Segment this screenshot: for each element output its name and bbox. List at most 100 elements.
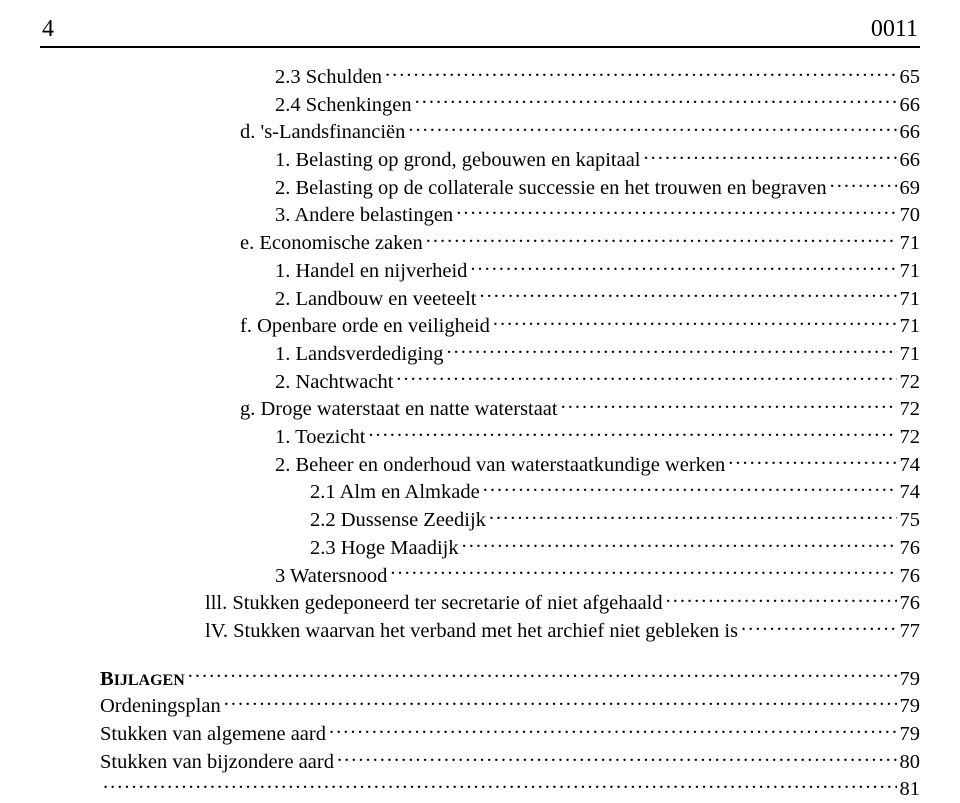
- toc-row: BIJLAGEN 79: [40, 664, 920, 692]
- toc-page-number: 74: [900, 453, 921, 478]
- toc-row: Stukken van algemene aard 79: [40, 720, 920, 748]
- toc-label: 2.4 Schenkingen: [275, 93, 412, 118]
- document-page: 4 0011 2.3 Schulden652.4 Schenkingen66d.…: [0, 0, 960, 803]
- toc-page-number: 79: [900, 667, 921, 692]
- toc-page-number: 80: [900, 750, 921, 775]
- toc-label: BIJLAGEN: [100, 667, 185, 692]
- toc-main: 2.3 Schulden652.4 Schenkingen66d. 's-Lan…: [40, 62, 920, 644]
- toc-row: 1. Handel en nijverheid 71: [40, 256, 920, 284]
- toc-leader-dots: [408, 118, 896, 139]
- toc-label: Stukken van algemene aard: [100, 722, 326, 747]
- toc-label: f. Openbare orde en veiligheid: [240, 314, 490, 339]
- toc-page-number: 71: [900, 231, 921, 256]
- toc-row: 1. Belasting op grond, gebouwen en kapit…: [40, 146, 920, 174]
- toc-row: f. Openbare orde en veiligheid 71: [40, 312, 920, 340]
- toc-page-number: 76: [900, 564, 921, 589]
- toc-page-number: 66: [900, 93, 921, 118]
- toc-leader-dots: [447, 339, 897, 360]
- toc-row: 2. Beheer en onderhoud van waterstaatkun…: [40, 450, 920, 478]
- toc-row: 1. Toezicht 72: [40, 423, 920, 451]
- toc-leader-dots: [489, 506, 897, 527]
- toc-row: 2.3 Hoge Maadijk 76: [40, 533, 920, 561]
- toc-row: lll. Stukken gedeponeerd ter secretarie …: [40, 589, 920, 617]
- toc-leader-dots: [480, 284, 897, 305]
- section-gap: [40, 644, 920, 664]
- header-rule: [40, 46, 920, 48]
- toc-leader-dots: [830, 173, 897, 194]
- toc-leader-dots: [470, 256, 896, 277]
- toc-page-number: 71: [900, 342, 921, 367]
- toc-row: 2.4 Schenkingen 66: [40, 90, 920, 118]
- toc-leader-dots: [666, 589, 897, 610]
- toc-page-number: 74: [900, 480, 921, 505]
- toc-page-number: 75: [900, 508, 921, 533]
- toc-label: 2. Belasting op de collaterale successie…: [275, 176, 827, 201]
- toc-page-number: 72: [900, 425, 921, 450]
- toc-row: g. Droge waterstaat en natte waterstaat 7…: [40, 395, 920, 423]
- toc-label: Ordeningsplan: [100, 694, 221, 719]
- toc-label: Stukken van bijzondere aard: [100, 750, 334, 775]
- toc-label: 2.1 Alm en Almkade: [310, 480, 480, 505]
- toc-leader-dots: [561, 395, 897, 416]
- toc-leader-dots: [462, 533, 897, 554]
- toc-leader-dots: [329, 720, 897, 741]
- toc-label: g. Droge waterstaat en natte waterstaat: [240, 397, 558, 422]
- toc-page-number: 71: [900, 259, 921, 284]
- toc-page-number: 76: [900, 536, 921, 561]
- toc-label: 3. Andere belastingen: [275, 203, 453, 228]
- toc-row: 2. Landbouw en veeteelt 71: [40, 284, 920, 312]
- toc-bijlagen: BIJLAGEN79Ordeningsplan79Stukken van alg…: [40, 664, 920, 803]
- toc-page-number: 81: [900, 777, 921, 802]
- toc-row: lV. Stukken waarvan het verband met het …: [40, 616, 920, 644]
- toc-leader-dots: [415, 90, 897, 111]
- toc-row: 3 Watersnood 76: [40, 561, 920, 589]
- toc-leader-dots: [483, 478, 897, 499]
- toc-page-number: 79: [900, 694, 921, 719]
- toc-page-number: 66: [900, 148, 921, 173]
- toc-row: 2. Belasting op de collaterale successie…: [40, 173, 920, 201]
- toc-page-number: 70: [900, 203, 921, 228]
- toc-label: 2.2 Dussense Zeedijk: [310, 508, 486, 533]
- toc-row: 2.3 Schulden 65: [40, 62, 920, 90]
- toc-label: e. Economische zaken: [240, 231, 423, 256]
- toc-label: 2. Landbouw en veeteelt: [275, 287, 477, 312]
- toc-page-number: 65: [900, 65, 921, 90]
- toc-row: 2. Nachtwacht 72: [40, 367, 920, 395]
- toc-label: 1. Handel en nijverheid: [275, 259, 467, 284]
- toc-label: 2. Nachtwacht: [275, 370, 393, 395]
- toc-row: 81: [40, 775, 920, 803]
- toc-label: 2.3 Hoge Maadijk: [310, 536, 459, 561]
- toc-page-number: 79: [900, 722, 921, 747]
- toc-page-number: 71: [900, 287, 921, 312]
- toc-page-number: 71: [900, 314, 921, 339]
- toc-leader-dots: [728, 450, 896, 471]
- toc-row: Ordeningsplan 79: [40, 692, 920, 720]
- toc-page-number: 72: [900, 397, 921, 422]
- toc-leader-dots: [224, 692, 897, 713]
- toc-leader-dots: [493, 312, 897, 333]
- toc-page-number: 76: [900, 591, 921, 616]
- toc-leader-dots: [188, 664, 897, 685]
- toc-row: 2.2 Dussense Zeedijk 75: [40, 506, 920, 534]
- toc-label: 1. Landsverdediging: [275, 342, 444, 367]
- toc-leader-dots: [368, 423, 896, 444]
- toc-page-number: 66: [900, 120, 921, 145]
- toc-label: 2.3 Schulden: [275, 65, 382, 90]
- toc-label: 3 Watersnood: [275, 564, 387, 589]
- toc-page-number: 72: [900, 370, 921, 395]
- toc-label: d. 's-Landsfinanciën: [240, 120, 405, 145]
- toc-leader-dots: [385, 62, 896, 83]
- toc-label: lV. Stukken waarvan het verband met het …: [205, 619, 738, 644]
- document-code-right: 0011: [871, 16, 918, 42]
- toc-label: 2. Beheer en onderhoud van waterstaatkun…: [275, 453, 725, 478]
- page-header: 4 0011: [40, 16, 920, 44]
- toc-leader-dots: [337, 747, 897, 768]
- toc-leader-dots: [644, 146, 897, 167]
- toc-label: 1. Toezicht: [275, 425, 365, 450]
- toc-leader-dots: [390, 561, 896, 582]
- toc-row: Stukken van bijzondere aard 80: [40, 747, 920, 775]
- toc-row: d. 's-Landsfinanciën 66: [40, 118, 920, 146]
- toc-row: 3. Andere belastingen 70: [40, 201, 920, 229]
- toc-leader-dots: [103, 775, 897, 796]
- toc-label: lll. Stukken gedeponeerd ter secretarie …: [205, 591, 663, 616]
